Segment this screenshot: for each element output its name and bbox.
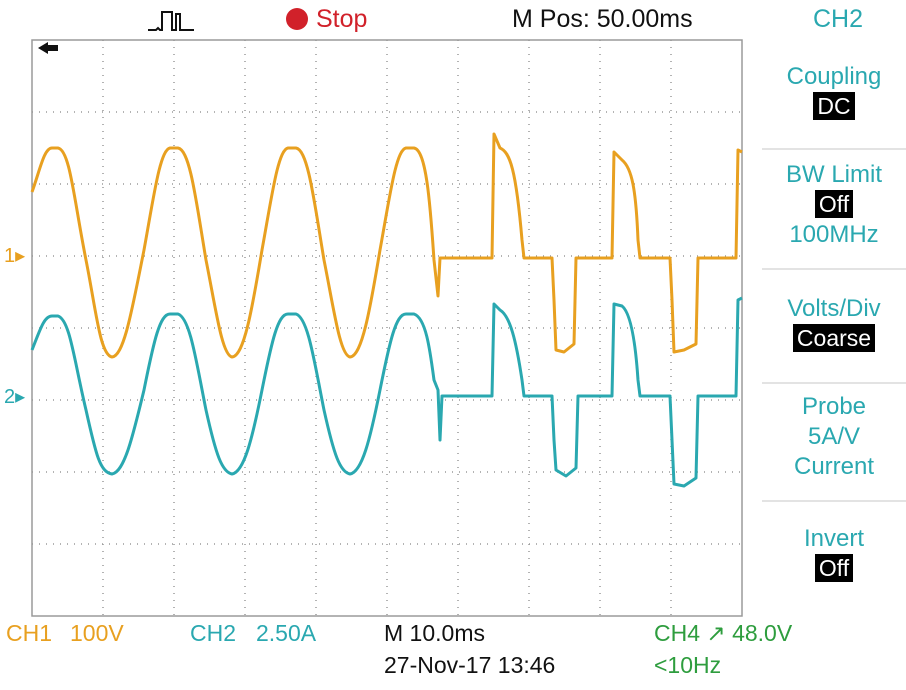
ch2-scale: 2.50A xyxy=(256,620,317,646)
invert-label: Invert xyxy=(803,525,865,552)
ch2-trace xyxy=(30,296,743,488)
menu-divider xyxy=(762,500,906,502)
timebase-readout: M 10.0ms xyxy=(384,620,485,646)
marker-arrow-icon: ▸ xyxy=(15,245,26,267)
coupling-value: DC xyxy=(813,92,855,120)
datetime-readout: 27-Nov-17 13:46 xyxy=(384,652,556,678)
bw-limit-menu-item[interactable]: BW Limit Off 100MHz xyxy=(762,160,906,250)
trigger-pulse-icon xyxy=(148,11,194,31)
graticule-grid xyxy=(32,40,742,616)
volts-div-menu-item[interactable]: Volts/Div Coarse xyxy=(762,294,906,354)
menu-divider xyxy=(762,382,906,384)
invert-value: Off xyxy=(814,554,854,582)
run-stop-indicator[interactable]: Stop xyxy=(286,4,368,33)
bw-limit-value: Off xyxy=(814,190,854,218)
marker-arrow-icon: ▸ xyxy=(15,386,26,408)
trigger-position-icon xyxy=(38,42,58,54)
menu-divider xyxy=(762,148,906,150)
stop-icon xyxy=(286,8,308,30)
ch1-scale: 100V xyxy=(70,620,124,646)
menu-channel-title: CH2 xyxy=(812,5,863,33)
menu-divider xyxy=(762,268,906,270)
bw-limit-frequency: 100MHz xyxy=(789,221,879,248)
coupling-menu-item[interactable]: Coupling DC xyxy=(762,62,906,122)
volts-div-value: Coarse xyxy=(792,324,876,352)
readout-bar: CH1 100V CH2 2.50A M 10.0ms CH4 ↗ 48.0V … xyxy=(0,616,906,690)
trigger-frequency: <10Hz xyxy=(654,652,722,678)
ch2-name: CH2 xyxy=(190,620,237,646)
status-bar: Stop M Pos: 50.00ms CH2 xyxy=(0,0,906,38)
probe-type: Current xyxy=(793,453,875,480)
trigger-readout: CH4 ↗ 48.0V xyxy=(654,620,793,646)
volts-div-label: Volts/Div xyxy=(787,295,881,322)
ch1-marker-label: 1 xyxy=(4,245,16,267)
horizontal-position: M Pos: 50.00ms xyxy=(512,5,693,33)
ch1-trace xyxy=(30,132,743,359)
ch1-name: CH1 xyxy=(6,620,53,646)
ch1-ground-marker[interactable]: 1▸ xyxy=(4,243,25,268)
ch2-marker-label: 2 xyxy=(4,386,16,408)
ch2-ground-marker[interactable]: 2▸ xyxy=(4,384,25,409)
probe-label: Probe xyxy=(801,393,867,420)
probe-menu-item[interactable]: Probe 5A/V Current xyxy=(762,392,906,482)
probe-ratio: 5A/V xyxy=(807,423,861,450)
bw-limit-label: BW Limit xyxy=(786,161,882,188)
invert-menu-item[interactable]: Invert Off xyxy=(762,524,906,584)
stop-label: Stop xyxy=(316,4,368,33)
coupling-label: Coupling xyxy=(786,63,882,90)
